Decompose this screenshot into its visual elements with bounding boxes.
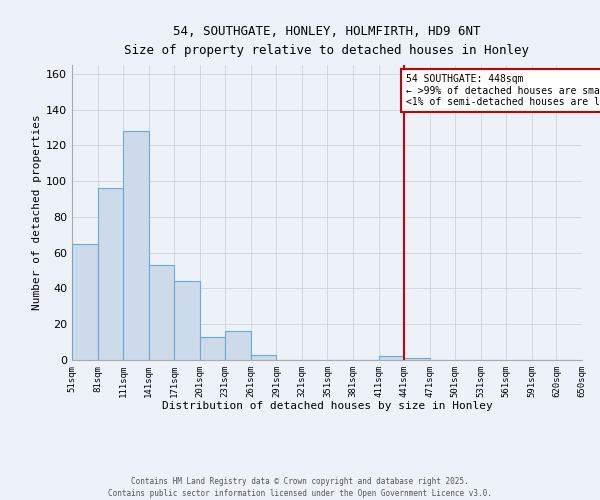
Bar — [149, 265, 174, 360]
Y-axis label: Number of detached properties: Number of detached properties — [32, 114, 42, 310]
Bar — [251, 354, 277, 360]
Bar — [379, 356, 404, 360]
X-axis label: Distribution of detached houses by size in Honley: Distribution of detached houses by size … — [161, 402, 493, 411]
Bar — [225, 332, 251, 360]
Bar — [200, 337, 225, 360]
Bar — [174, 282, 200, 360]
Bar — [72, 244, 98, 360]
Text: Contains HM Land Registry data © Crown copyright and database right 2025.
Contai: Contains HM Land Registry data © Crown c… — [108, 476, 492, 498]
Bar — [123, 131, 149, 360]
Bar — [98, 188, 123, 360]
Title: 54, SOUTHGATE, HONLEY, HOLMFIRTH, HD9 6NT
Size of property relative to detached : 54, SOUTHGATE, HONLEY, HOLMFIRTH, HD9 6N… — [125, 25, 530, 57]
Text: 54 SOUTHGATE: 448sqm
← >99% of detached houses are smaller (419)
<1% of semi-det: 54 SOUTHGATE: 448sqm ← >99% of detached … — [406, 74, 600, 107]
Bar — [404, 358, 430, 360]
